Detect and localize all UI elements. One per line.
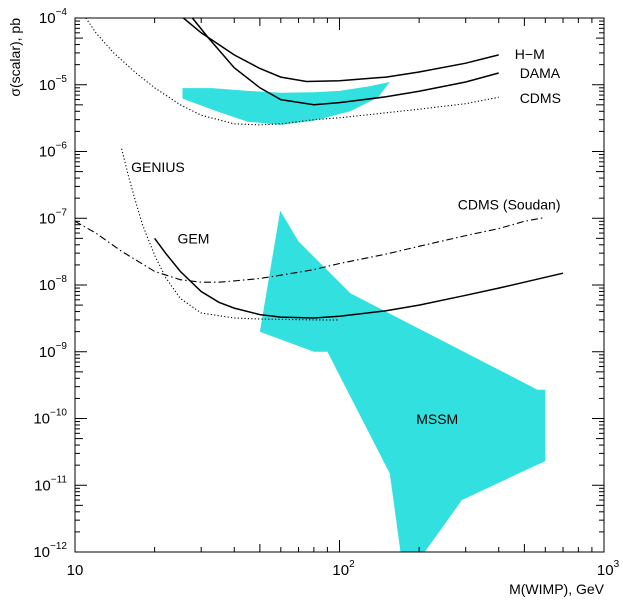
y-tick-label: 10−9 — [39, 341, 68, 361]
tick-exponent: −10 — [50, 408, 67, 419]
label-cdms: CDMS — [520, 90, 561, 106]
curves — [74, 17, 564, 321]
region-mssm — [259, 210, 546, 552]
tick-exponent: −7 — [56, 207, 68, 218]
y-tick-label: 10−8 — [39, 274, 68, 294]
axis-ticks: 10 102 10310−410−510−610−710−810−910−1010−… — [33, 7, 619, 579]
tick-base: 10 — [34, 477, 51, 494]
tick-base: 10 — [39, 210, 56, 227]
y-tick-label: 10−11 — [34, 474, 67, 494]
tick-exponent: −12 — [50, 541, 67, 552]
y-tick-label: 10−10 — [33, 408, 67, 428]
x-tick-label: 103 — [597, 559, 620, 579]
label-cdms-soudan: CDMS (Soudan) — [458, 197, 561, 213]
curve-h-m — [182, 17, 499, 83]
tick-exponent: 3 — [614, 559, 620, 570]
curve-dama — [191, 17, 499, 106]
tick-base: 10 — [39, 344, 56, 361]
tick-exponent: −6 — [56, 141, 68, 152]
annotations: H−M DAMA CDMS GENIUS CDMS (Soudan) GEM MSSM — [131, 46, 561, 427]
y-tick-label: 10−6 — [39, 141, 68, 161]
tick-exponent: −5 — [56, 74, 68, 85]
shaded-regions — [182, 82, 546, 552]
tick-exponent: −8 — [56, 274, 68, 285]
region-1 — [182, 82, 390, 125]
label-gem: GEM — [178, 230, 210, 246]
tick-base: 10 — [39, 10, 56, 27]
y-tick-label: 10−7 — [39, 207, 68, 227]
curve-cdms — [85, 17, 499, 126]
tick-base: 10 — [597, 562, 614, 579]
x-tick-label: 102 — [332, 559, 355, 579]
label-mssm: MSSM — [416, 411, 458, 427]
tick-base: 10 — [33, 544, 50, 561]
label-genius: GENIUS — [131, 159, 185, 175]
label-dama: DAMA — [520, 65, 561, 81]
curve-cdms-soudan — [74, 216, 546, 283]
tick-exponent: −4 — [56, 7, 68, 18]
tick-base: 10 — [39, 277, 56, 294]
y-tick-label: 10−5 — [39, 74, 68, 94]
tick-base: 10 — [39, 77, 56, 94]
tick-base: 10 — [39, 144, 56, 161]
tick-base: 10 — [332, 562, 349, 579]
label-h-m: H−M — [515, 46, 545, 62]
tick-exponent: −11 — [51, 474, 68, 485]
tick-base: 10 — [33, 411, 50, 428]
tick-base: 10 — [67, 562, 84, 579]
curve-gem — [153, 237, 564, 319]
tick-exponent: 2 — [349, 559, 355, 570]
y-axis-label: σ(scalar), pb — [7, 18, 23, 97]
y-tick-label: 10−4 — [39, 7, 68, 27]
tick-exponent: −9 — [56, 341, 68, 352]
y-tick-label: 10−12 — [33, 541, 67, 561]
x-axis-label: M(WIMP), GeV — [509, 581, 605, 597]
x-tick-label: 10 — [67, 562, 84, 579]
